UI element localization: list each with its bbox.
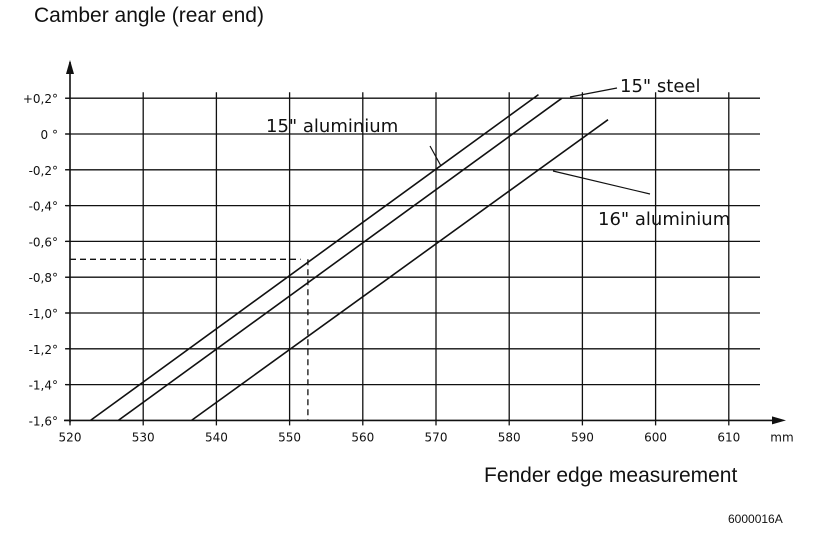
x-tick-label: 550 <box>278 430 301 444</box>
grid-lines <box>66 92 760 421</box>
y-tick-label: -1,4° <box>29 379 58 393</box>
label-16-aluminium: 16" aluminium <box>598 209 730 230</box>
x-axis-arrow <box>772 416 786 425</box>
y-tick-label: +0,2° <box>23 92 58 106</box>
y-tick-label: -1,0° <box>29 307 58 321</box>
label-15-aluminium: 15" aluminium <box>266 116 398 137</box>
x-tick-label: 540 <box>205 430 228 444</box>
series-line-16-aluminium <box>191 119 609 422</box>
series-labels: 15" aluminium 15" steel 16" aluminium <box>266 76 730 230</box>
x-tick-label: 570 <box>425 430 448 444</box>
x-tick-label: 600 <box>644 430 667 444</box>
tick-labels: +0,2° 0 ° -0,2° -0,4° -0,6° -0,8° -1,0° -1,2° -1… <box>23 92 794 444</box>
series-lines <box>90 93 609 422</box>
y-tick-label: -1,2° <box>29 343 58 357</box>
y-tick-label: -0,6° <box>29 235 58 249</box>
x-tick-label: 590 <box>571 430 594 444</box>
x-tick-label: 560 <box>351 430 374 444</box>
figure-id: 6000016A <box>728 512 783 526</box>
x-unit-label: mm <box>770 430 793 444</box>
x-tick-label: 580 <box>498 430 521 444</box>
y-axis-arrow <box>66 60 74 74</box>
series-line-15-steel <box>117 97 563 422</box>
y-tick-label: -0,4° <box>29 200 58 214</box>
x-tick-label: 530 <box>132 430 155 444</box>
reference-lines <box>70 258 309 421</box>
x-tick-label: 520 <box>59 430 82 444</box>
label-15-steel: 15" steel <box>620 76 701 97</box>
y-tick-label: -0,2° <box>29 164 58 178</box>
y-tick-label: 0 ° <box>41 128 58 142</box>
x-axis-label: Fender edge measurement <box>484 464 738 487</box>
label-16-aluminium-leader <box>552 170 651 195</box>
chart-title: Camber angle (rear end) <box>34 4 264 27</box>
y-tick-label: -1,6° <box>29 414 58 428</box>
label-15-aluminium-leader <box>429 145 442 167</box>
y-tick-label: -0,8° <box>29 271 58 285</box>
label-15-steel-leader <box>569 87 618 98</box>
x-tick-label: 610 <box>717 430 740 444</box>
series-line-15-aluminium <box>90 93 539 422</box>
axes <box>64 60 786 425</box>
